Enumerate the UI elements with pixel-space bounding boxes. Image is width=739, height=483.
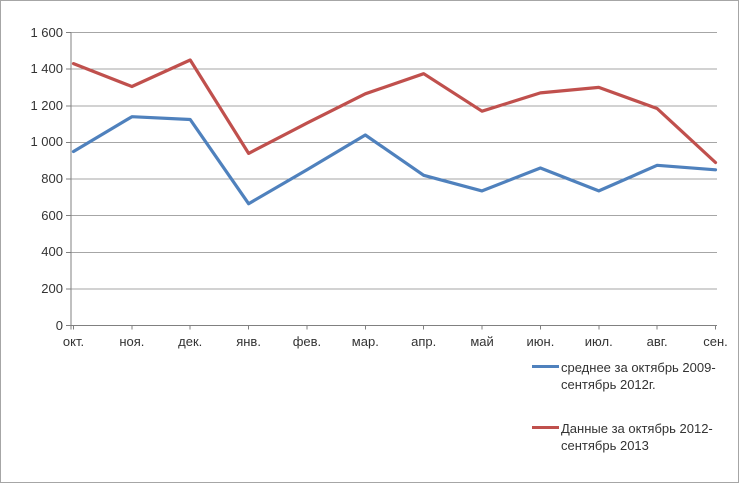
y-axis-label: 0 bbox=[55, 317, 63, 333]
x-axis-label: дек. bbox=[178, 334, 203, 349]
series-line-1 bbox=[71, 58, 718, 165]
y-axis-label: 200 bbox=[41, 280, 63, 296]
x-axis-label: ноя. bbox=[119, 334, 145, 349]
x-axis-label: мар. bbox=[351, 334, 379, 349]
y-axis-label: 1 400 bbox=[30, 61, 63, 77]
x-axis-label: окт. bbox=[62, 334, 85, 349]
x-axis-label: апр. bbox=[411, 334, 437, 349]
series-line-0 bbox=[71, 115, 718, 206]
legend-label: среднее за октябрь 2009-сентябрь 2012г. bbox=[561, 360, 716, 392]
y-axis-label: 1 600 bbox=[30, 24, 63, 40]
y-axis-label: 800 bbox=[41, 171, 63, 186]
y-axis-label: 400 bbox=[41, 244, 63, 260]
x-axis-label: янв. bbox=[236, 334, 261, 349]
legend: среднее за октябрь 2009-сентябрь 2012г. … bbox=[532, 359, 732, 481]
x-axis-label: фев. bbox=[292, 334, 322, 349]
y-axis-label: 1 200 bbox=[30, 97, 63, 113]
x-axis-label: сен. bbox=[703, 334, 728, 349]
x-axis-label: май bbox=[470, 334, 494, 349]
legend-line-marker bbox=[532, 365, 559, 368]
y-axis-label: 600 bbox=[41, 207, 63, 223]
x-axis-label: июн. bbox=[526, 334, 555, 349]
legend-entry-series-1: Данные за октябрь 2012-сентябрь 2013 bbox=[532, 420, 732, 454]
legend-label: Данные за октябрь 2012-сентябрь 2013 bbox=[561, 421, 713, 453]
legend-entry-series-0: среднее за октябрь 2009-сентябрь 2012г. bbox=[532, 359, 732, 393]
x-axis-label: авг. bbox=[646, 334, 668, 349]
legend-line-marker bbox=[532, 426, 559, 429]
x-axis-label: июл. bbox=[584, 334, 613, 349]
y-axis-label: 1 000 bbox=[30, 134, 63, 150]
